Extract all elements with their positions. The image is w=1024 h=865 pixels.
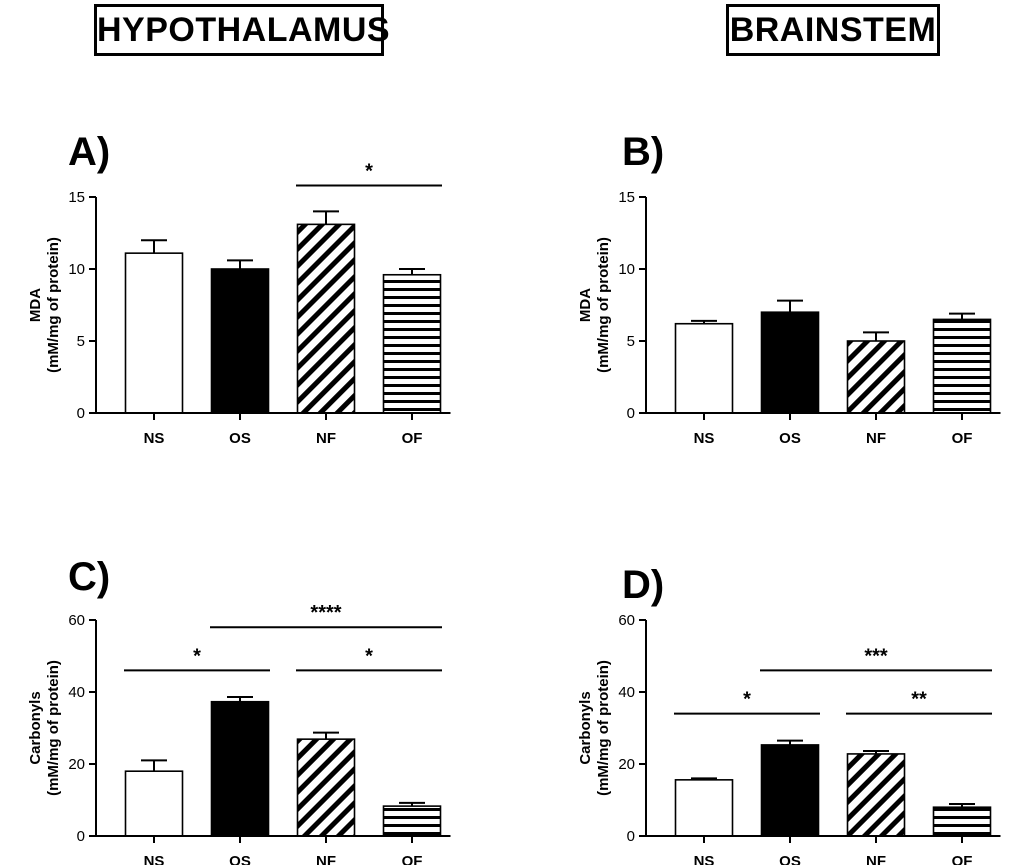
y-tick-label: 60 (68, 612, 85, 629)
y-tick-label: 0 (77, 405, 85, 422)
y-axis-label: MDA(mM/mg of protein) (577, 237, 612, 373)
bar-of (382, 273, 442, 414)
y-tick-label: 15 (68, 189, 85, 206)
y-tick-label: 0 (77, 828, 85, 845)
bar-os (210, 700, 270, 837)
y-axis-label: MDA(mM/mg of protein) (27, 237, 62, 373)
panel-letter: B) (622, 130, 664, 174)
bar-os (760, 311, 820, 414)
x-tick-label: NS (694, 430, 715, 447)
x-tick-label: OF (402, 853, 423, 865)
bar-ns (124, 252, 184, 414)
y-tick-label: 20 (618, 756, 635, 773)
chart-panel-4: D) Carbonyls(mM/mg of protein) NS OS NF OF 0 20… (577, 563, 1001, 865)
x-tick-label: NS (144, 853, 165, 865)
bar-ns (124, 770, 184, 837)
x-tick-label: NF (316, 853, 336, 865)
bar-nf (846, 753, 906, 837)
chart-panel-2: B) MDA(mM/mg of protein) NS OS NF OF 0 5 10 15 (577, 130, 1001, 447)
y-tick-label: 5 (627, 333, 635, 350)
significance-label: * (365, 645, 373, 667)
x-tick-label: OF (952, 853, 973, 865)
bar-nf (296, 223, 356, 414)
bar-of (932, 318, 992, 414)
y-tick-label: 60 (618, 612, 635, 629)
x-tick-label: OS (779, 853, 801, 865)
y-tick-label: 40 (68, 684, 85, 701)
x-tick-label: NS (144, 430, 165, 447)
y-tick-label: 15 (618, 189, 635, 206)
bar-nf (296, 738, 356, 837)
y-tick-label: 40 (618, 684, 635, 701)
y-tick-label: 10 (618, 261, 635, 278)
y-tick-label: 5 (77, 333, 85, 350)
panel-letter: D) (622, 563, 664, 607)
x-tick-label: NF (316, 430, 336, 447)
panel-letter: C) (68, 555, 110, 599)
y-tick-label: 0 (627, 828, 635, 845)
significance-label: **** (310, 602, 341, 624)
brainstem-title: BRAINSTEM (726, 4, 940, 56)
x-tick-label: OS (779, 430, 801, 447)
bar-ns (674, 322, 734, 414)
significance-label: ** (911, 689, 927, 711)
y-axis-label: Carbonyls(mM/mg of protein) (577, 660, 612, 796)
x-tick-label: NF (866, 853, 886, 865)
significance-label: *** (864, 645, 888, 667)
x-tick-label: OF (402, 430, 423, 447)
significance-label: * (193, 645, 201, 667)
x-tick-label: OS (229, 430, 251, 447)
chart-panel-1: A) MDA(mM/mg of protein) NS OS NF OF 0 5 10 15 * (27, 130, 451, 447)
y-axis-label: Carbonyls(mM/mg of protein) (27, 660, 62, 796)
bar-os (760, 744, 820, 837)
x-tick-label: NF (866, 430, 886, 447)
bar-nf (846, 340, 906, 414)
x-tick-label: OS (229, 853, 251, 865)
y-tick-label: 10 (68, 261, 85, 278)
bar-ns (674, 779, 734, 837)
significance-label: * (743, 689, 751, 711)
chart-panel-3: C) Carbonyls(mM/mg of protein) NS OS NF OF 0 20… (27, 555, 451, 865)
panel-letter: A) (68, 130, 110, 174)
bar-of (932, 806, 992, 837)
bar-os (210, 268, 270, 414)
x-tick-label: OF (952, 430, 973, 447)
hypothalamus-title: HYPOTHALAMUS (94, 4, 390, 56)
bar-of (382, 805, 442, 837)
y-tick-label: 20 (68, 756, 85, 773)
significance-label: * (365, 160, 373, 182)
x-tick-label: NS (694, 853, 715, 865)
y-tick-label: 0 (627, 405, 635, 422)
